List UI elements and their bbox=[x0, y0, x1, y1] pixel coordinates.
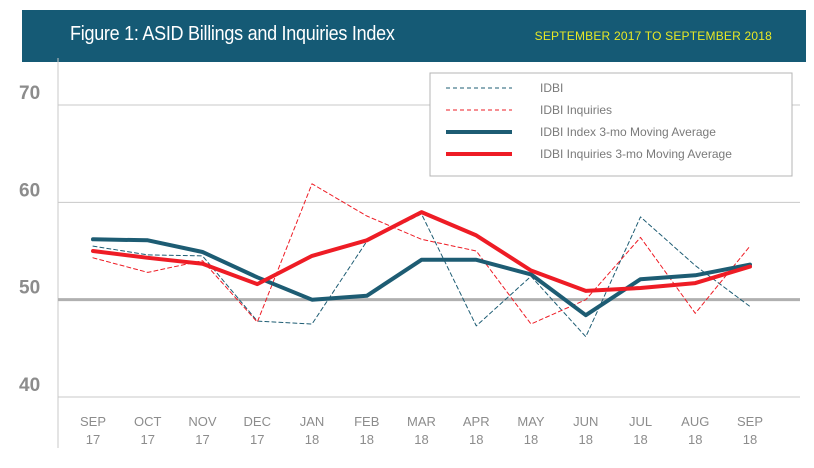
x-tick-label-month: NOV bbox=[188, 414, 217, 429]
legend-label: IDBI Index 3-mo Moving Average bbox=[540, 125, 716, 139]
gridlines bbox=[58, 104, 800, 398]
x-tick-label-year: 18 bbox=[414, 432, 428, 447]
x-tick-label-month: MAR bbox=[407, 414, 436, 429]
x-tick-label-month: DEC bbox=[244, 414, 271, 429]
chart-subtitle: SEPTEMBER 2017 TO SEPTEMBER 2018 bbox=[534, 29, 772, 43]
x-tick-label-month: JUL bbox=[629, 414, 652, 429]
series-line-1 bbox=[92, 213, 751, 338]
legend: IDBI IDBI Inquiries IDBI Index 3-mo Moving… bbox=[429, 72, 793, 177]
x-tick-label-month: MAY bbox=[517, 414, 545, 429]
x-tick-label-month: FEB bbox=[354, 414, 379, 429]
y-tick-label: 60 bbox=[19, 180, 40, 201]
x-tick-label-month: JAN bbox=[300, 414, 325, 429]
series-line-2 bbox=[92, 183, 751, 325]
legend-label: IDBI Inquiries 3-mo Moving Average bbox=[540, 147, 732, 161]
x-tick-label-month: SEP bbox=[80, 414, 106, 429]
x-tick-label-year: 17 bbox=[250, 432, 264, 447]
x-tick-label-year: 18 bbox=[633, 432, 647, 447]
chart-title: Figure 1: ASID Billings and Inquiries In… bbox=[70, 23, 395, 45]
x-tick-label-year: 18 bbox=[469, 432, 483, 447]
y-tick-labels: 70 60 50 40 bbox=[19, 83, 40, 396]
x-tick-label-year: 18 bbox=[524, 432, 538, 447]
x-tick-label-month: JUN bbox=[573, 414, 598, 429]
x-tick-label-month: APR bbox=[463, 414, 490, 429]
x-tick-label-year: 17 bbox=[195, 432, 209, 447]
x-tick-label-year: 18 bbox=[743, 432, 757, 447]
x-tick-label-year: 17 bbox=[141, 432, 155, 447]
chart-title-banner: Figure 1: ASID Billings and Inquiries In… bbox=[22, 10, 806, 62]
legend-label: IDBI Inquiries bbox=[540, 103, 612, 117]
series-line-4 bbox=[91, 210, 752, 293]
x-tick-labels: SEP 17 OCT 17 NOV 17 DEC 17 JAN 18 FEB 18 MAR 18 APR 18… bbox=[80, 414, 763, 447]
x-tick-label-year: 18 bbox=[688, 432, 702, 447]
x-tick-label-year: 18 bbox=[305, 432, 319, 447]
x-tick-label-year: 18 bbox=[579, 432, 593, 447]
x-tick-label-year: 18 bbox=[360, 432, 374, 447]
series-lines bbox=[91, 183, 752, 338]
y-tick-label: 50 bbox=[19, 278, 40, 299]
x-tick-label-month: OCT bbox=[134, 414, 162, 429]
y-tick-label: 70 bbox=[19, 83, 40, 104]
x-tick-label-year: 17 bbox=[86, 432, 100, 447]
legend-label: IDBI bbox=[540, 81, 563, 95]
x-tick-label-month: AUG bbox=[681, 414, 709, 429]
legend-box bbox=[429, 72, 793, 177]
x-tick-label-month: SEP bbox=[737, 414, 763, 429]
y-tick-label: 40 bbox=[19, 375, 40, 396]
series-line-3 bbox=[91, 237, 752, 318]
